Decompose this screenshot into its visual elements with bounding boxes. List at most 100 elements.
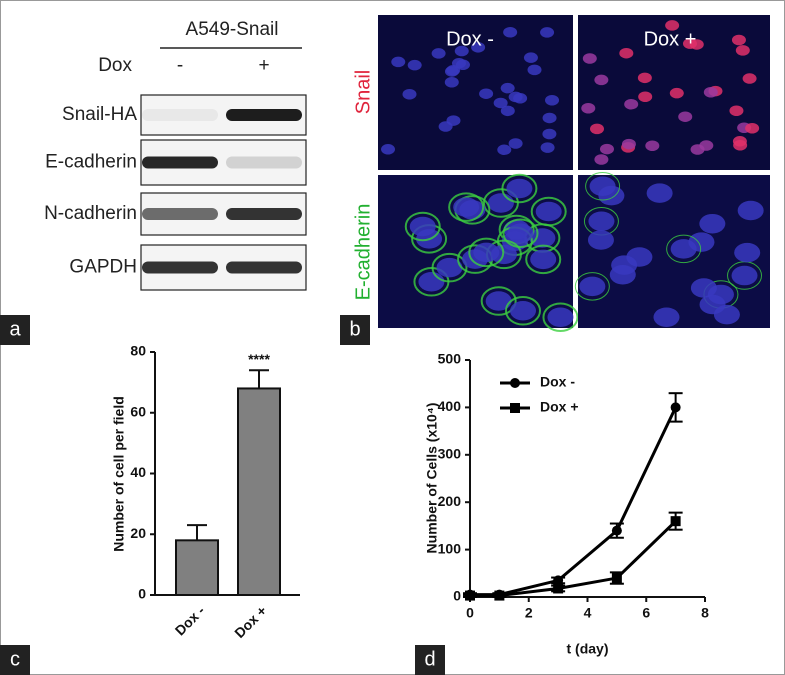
nucleus xyxy=(542,112,557,124)
nucleus xyxy=(547,307,574,327)
marker xyxy=(553,575,564,586)
column-label: Dox + xyxy=(644,28,697,50)
nucleus xyxy=(690,278,717,298)
membrane-stain xyxy=(468,237,505,268)
y-tick-label: 60 xyxy=(130,403,146,419)
panel-label-box xyxy=(415,645,445,675)
x-tick-label: 0 xyxy=(466,605,474,621)
nucleus xyxy=(444,66,459,77)
nucleus xyxy=(473,242,500,263)
marker xyxy=(465,590,475,601)
marker xyxy=(510,378,520,388)
nucleus xyxy=(587,230,614,250)
blot-band xyxy=(226,156,302,169)
nucleus xyxy=(589,176,616,197)
nucleus xyxy=(699,140,714,151)
nucleus xyxy=(453,197,480,217)
nucleus xyxy=(497,144,512,156)
blot-band xyxy=(226,109,302,121)
nucleus xyxy=(530,249,557,270)
nucleus xyxy=(703,87,718,98)
nucleus xyxy=(500,82,515,94)
nucleus xyxy=(582,53,597,64)
nucleus xyxy=(540,27,555,38)
x-tick-label: 2 xyxy=(525,605,533,621)
x-axis-label: t (day) xyxy=(567,641,609,657)
blot-band xyxy=(142,208,218,220)
y-tick-label: 400 xyxy=(438,398,462,414)
nucleus xyxy=(590,123,605,135)
marker xyxy=(611,573,622,584)
nucleus xyxy=(621,138,636,150)
nucleus xyxy=(611,255,638,275)
nucleus xyxy=(669,87,684,99)
blot-rows: Snail-HA E-cadherin N-cadherin GAPDH xyxy=(44,94,307,291)
blot-band xyxy=(142,109,218,121)
nucleus xyxy=(581,103,596,114)
nucleus xyxy=(500,105,515,117)
y-tick-label: 0 xyxy=(138,586,146,602)
membrane-stain xyxy=(666,234,702,264)
membrane-stain xyxy=(501,173,538,204)
panel-label: a xyxy=(9,318,21,340)
marker xyxy=(494,590,505,601)
nucleus xyxy=(402,89,417,100)
membrane-stain xyxy=(480,286,517,316)
treatment-label: Dox xyxy=(98,55,132,76)
nucleus xyxy=(409,216,436,237)
panel-label: b xyxy=(349,318,360,340)
nucleus xyxy=(735,45,750,56)
membrane-stain xyxy=(530,196,567,227)
membrane-stain xyxy=(504,296,541,326)
nucleus xyxy=(637,72,652,84)
nucleus xyxy=(729,105,744,116)
nucleus xyxy=(624,98,639,110)
bar xyxy=(175,539,219,597)
x-tick-label: 8 xyxy=(701,605,709,621)
legend-label: Dox - xyxy=(540,374,575,390)
blot-band xyxy=(142,156,218,169)
blot-band xyxy=(226,261,302,274)
membrane-stain xyxy=(525,244,562,275)
membrane-stain xyxy=(542,302,579,332)
nucleus xyxy=(745,123,760,134)
nucleus xyxy=(731,265,758,286)
protein-label: GAPDH xyxy=(69,257,137,278)
protein-label: Snail-HA xyxy=(62,104,137,125)
nucleus xyxy=(485,291,512,311)
nucleus xyxy=(444,76,459,88)
nucleus xyxy=(529,228,556,248)
nucleus xyxy=(682,38,697,49)
y-tick-label: 500 xyxy=(438,351,462,367)
nucleus xyxy=(579,276,606,297)
y-axis-label: Number of Cells (x10⁴) xyxy=(424,403,440,554)
nucleus xyxy=(540,142,555,153)
protein-label: E-cadherin xyxy=(45,152,137,173)
nucleus xyxy=(487,193,514,213)
membrane-stain xyxy=(404,211,441,242)
nucleus xyxy=(653,307,680,327)
nucleus xyxy=(594,74,609,86)
panel-label: c xyxy=(10,648,20,670)
membrane-stain xyxy=(431,252,468,283)
significance-label: **** xyxy=(248,351,270,367)
legend-label: Dox + xyxy=(540,399,579,415)
dynamic-layer: Snail-HA E-cadherin N-cadherin GAPDH Dox - Do… xyxy=(0,15,770,675)
stain-label: Snail xyxy=(352,70,374,114)
nucleus xyxy=(646,183,673,203)
condition-label: - xyxy=(177,55,183,76)
nucleus xyxy=(391,56,406,68)
nucleus xyxy=(508,138,523,149)
nucleus xyxy=(436,257,463,278)
nucleus xyxy=(638,91,653,103)
nucleus xyxy=(678,111,693,122)
blot-band xyxy=(226,208,302,220)
y-tick-label: 0 xyxy=(453,588,461,604)
protein-label: N-cadherin xyxy=(44,203,137,224)
panel-label: d xyxy=(424,648,435,670)
panel-label-box xyxy=(0,315,30,345)
nucleus xyxy=(493,97,508,109)
nucleus xyxy=(737,200,764,221)
panel-label-box xyxy=(340,315,370,345)
